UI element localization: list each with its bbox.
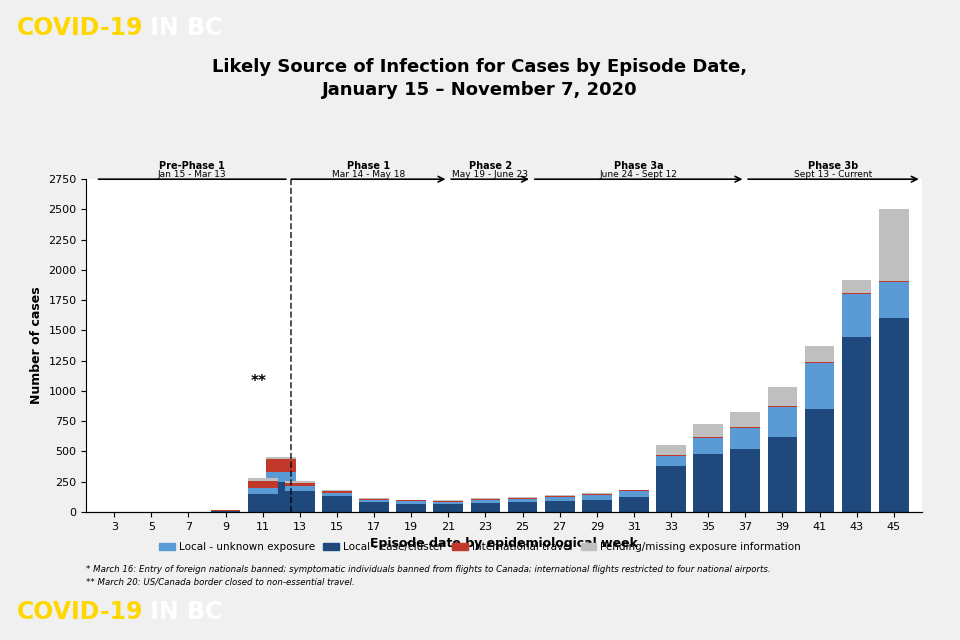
Bar — [879, 209, 908, 281]
Bar — [693, 454, 723, 512]
Bar — [842, 294, 872, 337]
Bar — [768, 437, 797, 512]
Text: Mar 14 - May 18: Mar 14 - May 18 — [332, 170, 405, 179]
Text: ** March 20: US/Canada border closed to non-essential travel.: ** March 20: US/Canada border closed to … — [86, 577, 355, 586]
Bar — [267, 459, 296, 472]
Bar — [323, 496, 351, 512]
Bar — [285, 491, 315, 512]
Bar — [545, 501, 574, 512]
Bar — [359, 500, 389, 502]
Text: IN BC: IN BC — [142, 600, 223, 624]
Bar — [508, 499, 538, 502]
Bar — [693, 424, 723, 437]
Bar — [508, 502, 538, 512]
Bar — [768, 406, 797, 437]
Bar — [582, 495, 612, 500]
Bar — [470, 503, 500, 512]
Bar — [693, 437, 723, 438]
Bar — [323, 491, 351, 493]
X-axis label: Episode date by epidemiological week: Episode date by epidemiological week — [370, 537, 638, 550]
Bar — [582, 500, 612, 512]
Bar — [842, 280, 872, 293]
Bar — [657, 466, 685, 512]
Bar — [731, 428, 760, 429]
Text: Phase 3a: Phase 3a — [613, 161, 663, 171]
Bar — [323, 490, 351, 491]
Text: Sept 13 - Current: Sept 13 - Current — [794, 170, 873, 179]
Bar — [359, 498, 389, 499]
Bar — [434, 504, 463, 512]
Text: Pre-Phase 1: Pre-Phase 1 — [159, 161, 225, 171]
Bar — [804, 362, 834, 363]
Bar — [731, 412, 760, 428]
Bar — [657, 455, 685, 456]
Bar — [359, 499, 389, 500]
Bar — [545, 497, 574, 501]
Bar — [693, 438, 723, 454]
Bar — [396, 504, 426, 512]
Bar — [842, 337, 872, 512]
Bar — [396, 500, 426, 501]
Bar — [879, 318, 908, 512]
Bar — [470, 499, 500, 500]
Bar — [619, 497, 649, 512]
Bar — [879, 282, 908, 318]
Bar — [248, 488, 277, 494]
Bar — [545, 496, 574, 497]
Bar — [267, 472, 296, 482]
Text: May 19 - June 23: May 19 - June 23 — [452, 170, 528, 179]
Text: Phase 3b: Phase 3b — [808, 161, 858, 171]
Text: Phase 2: Phase 2 — [468, 161, 512, 171]
Bar — [657, 445, 685, 455]
Bar — [731, 429, 760, 449]
Text: COVID-19: COVID-19 — [17, 600, 144, 624]
Bar — [582, 494, 612, 495]
Bar — [248, 481, 277, 488]
Bar — [285, 486, 315, 491]
Bar — [396, 501, 426, 504]
Text: Likely Source of Infection for Cases by Episode Date,
January 15 – November 7, 2: Likely Source of Infection for Cases by … — [212, 58, 748, 99]
Bar — [285, 483, 315, 486]
Bar — [804, 346, 834, 362]
Bar — [731, 449, 760, 512]
Y-axis label: Number of cases: Number of cases — [30, 287, 43, 404]
Bar — [434, 500, 463, 502]
Text: **: ** — [251, 374, 267, 389]
Bar — [359, 502, 389, 512]
Bar — [619, 492, 649, 497]
Bar — [267, 457, 296, 459]
Text: IN BC: IN BC — [142, 16, 223, 40]
Bar — [804, 363, 834, 409]
Text: COVID-19: COVID-19 — [17, 16, 144, 40]
Bar — [434, 502, 463, 504]
Bar — [508, 498, 538, 499]
Bar — [470, 500, 500, 503]
Bar — [323, 493, 351, 496]
Bar — [879, 281, 908, 282]
Bar — [657, 456, 685, 466]
Bar — [768, 387, 797, 406]
Bar — [267, 482, 296, 512]
Text: June 24 - Sept 12: June 24 - Sept 12 — [600, 170, 678, 179]
Bar — [248, 478, 277, 481]
Bar — [248, 494, 277, 512]
Legend: Local - unknown exposure, Local - case/cluster, International travel, Pending/mi: Local - unknown exposure, Local - case/c… — [155, 538, 805, 556]
Bar — [842, 293, 872, 294]
Text: Jan 15 - Mar 13: Jan 15 - Mar 13 — [157, 170, 227, 179]
Bar — [285, 481, 315, 483]
Bar — [619, 490, 649, 492]
Text: Phase 1: Phase 1 — [347, 161, 390, 171]
Text: * March 16: Entry of foreign nationals banned; symptomatic individuals banned fr: * March 16: Entry of foreign nationals b… — [86, 565, 771, 574]
Bar — [804, 409, 834, 512]
